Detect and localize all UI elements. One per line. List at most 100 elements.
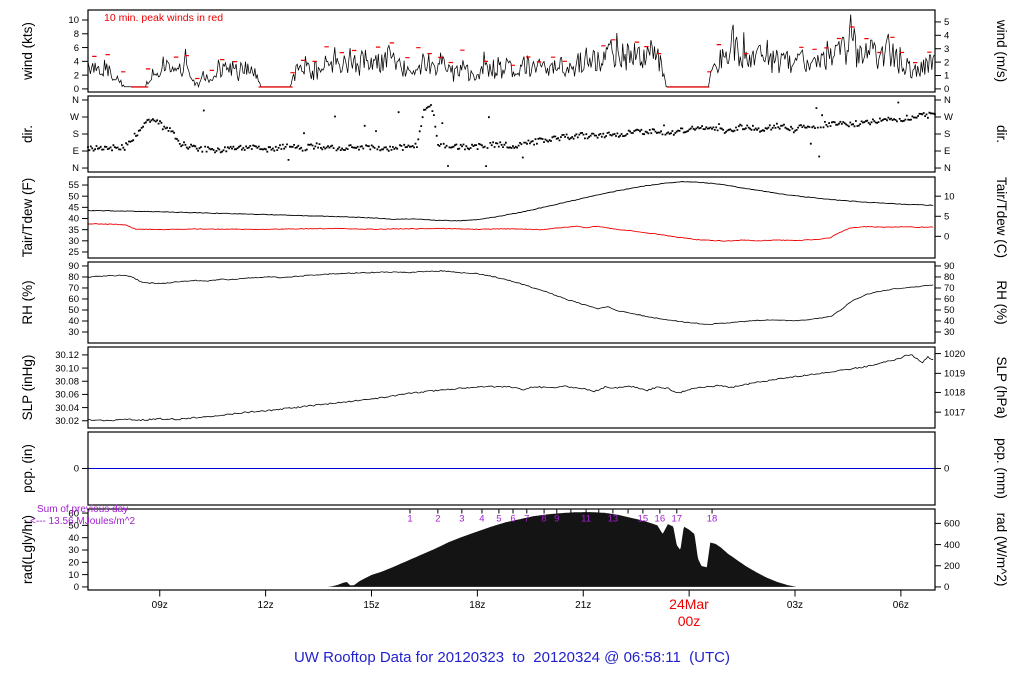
svg-text:60: 60 (68, 294, 79, 305)
svg-text:80: 80 (68, 272, 79, 283)
series-layer (87, 14, 936, 587)
series-direction (87, 101, 936, 167)
svg-text:0: 0 (74, 582, 79, 593)
svg-text:0: 0 (944, 464, 949, 475)
date-break-label: 24Mar 00z (649, 596, 729, 630)
svg-text:4: 4 (479, 514, 484, 525)
svg-text:600: 600 (944, 519, 960, 530)
svg-text:200: 200 (944, 561, 960, 572)
series-wind-peaks (92, 26, 932, 88)
mj-accumulation-markers: 1 2 3 4 5 6 7 8 9 11 13 15 16 17 18 (407, 509, 717, 525)
svg-text:30: 30 (68, 236, 79, 247)
svg-text:rad (W/m^2): rad (W/m^2) (994, 513, 1009, 587)
svg-text:10: 10 (68, 15, 79, 26)
svg-text:16: 16 (655, 514, 666, 525)
svg-text:pcp. (mm): pcp. (mm) (994, 438, 1009, 499)
svg-text:2: 2 (74, 70, 79, 81)
svg-text:RH (%): RH (%) (994, 280, 1009, 324)
svg-text:N: N (944, 163, 951, 174)
series-slp (88, 354, 934, 422)
x-axis: 09z 12z 15z 18z 21z 03z 06z (152, 590, 909, 611)
svg-text:Tair/Tdew (F): Tair/Tdew (F) (20, 178, 35, 258)
svg-text:15: 15 (638, 514, 649, 525)
panel-pcp: 0 0 pcp. (in) pcp. (mm) (20, 431, 1009, 506)
svg-text:1: 1 (944, 71, 949, 82)
svg-text:50: 50 (944, 305, 955, 316)
figure-title: UW Rooftop Data for 20120323 to 20120324… (293, 649, 731, 666)
svg-text:dir.: dir. (994, 125, 1009, 143)
date-break-day: 24Mar (669, 596, 709, 612)
svg-text:3: 3 (459, 514, 464, 525)
svg-text:12z: 12z (258, 600, 274, 611)
svg-text:40: 40 (68, 214, 79, 225)
svg-text:N: N (72, 163, 79, 174)
svg-text:70: 70 (68, 283, 79, 294)
svg-text:80: 80 (944, 272, 955, 283)
svg-text:S: S (944, 129, 950, 140)
svg-text:0: 0 (74, 464, 79, 475)
svg-text:30.10: 30.10 (55, 363, 79, 374)
svg-text:5: 5 (944, 211, 949, 222)
svg-text:0: 0 (944, 232, 949, 243)
series-radiation (325, 512, 799, 587)
svg-text:7: 7 (524, 514, 529, 525)
svg-text:W: W (944, 112, 953, 123)
svg-text:4: 4 (74, 57, 79, 68)
svg-text:E: E (944, 146, 950, 157)
svg-text:2: 2 (944, 57, 949, 68)
svg-text:1018: 1018 (944, 388, 965, 399)
svg-text:15z: 15z (363, 600, 379, 611)
svg-text:30: 30 (944, 327, 955, 338)
svg-text:60: 60 (68, 508, 79, 519)
series-tair (87, 181, 934, 222)
svg-text:1017: 1017 (944, 407, 965, 418)
panel-wind: 0 2 4 6 8 10 0 1 2 3 4 5 wind (kts) wind (m/s) (20, 9, 1009, 95)
svg-text:55: 55 (68, 180, 79, 191)
svg-text:30: 30 (68, 327, 79, 338)
series-rh (87, 270, 934, 325)
svg-text:Tair/Tdew (C): Tair/Tdew (C) (994, 177, 1009, 258)
svg-text:25: 25 (68, 247, 79, 258)
svg-text:RH (%): RH (%) (20, 280, 35, 324)
panel-slp: 30.02 30.04 30.06 30.08 30.10 30.12 1017 1018 10… (20, 346, 1009, 429)
svg-text:3: 3 (944, 44, 949, 55)
svg-text:10: 10 (944, 191, 955, 202)
svg-text:11: 11 (581, 514, 591, 525)
svg-text:30.04: 30.04 (55, 403, 79, 414)
svg-text:1020: 1020 (944, 349, 965, 360)
svg-text:50: 50 (68, 305, 79, 316)
svg-text:40: 40 (944, 316, 955, 327)
svg-text:03z: 03z (787, 600, 803, 611)
svg-text:45: 45 (68, 203, 79, 214)
svg-text:18z: 18z (469, 600, 485, 611)
svg-text:40: 40 (68, 316, 79, 327)
svg-text:5: 5 (496, 514, 501, 525)
svg-text:6: 6 (510, 514, 515, 525)
svg-text:wind (kts): wind (kts) (20, 22, 35, 81)
svg-text:50: 50 (68, 191, 79, 202)
svg-text:9: 9 (554, 514, 559, 525)
svg-text:5: 5 (944, 17, 949, 28)
svg-text:50: 50 (68, 521, 79, 532)
svg-text:2: 2 (435, 514, 440, 525)
svg-text:60: 60 (944, 294, 955, 305)
svg-text:0: 0 (944, 582, 949, 593)
svg-text:8: 8 (541, 514, 546, 525)
svg-text:SLP (hPa): SLP (hPa) (994, 356, 1009, 418)
svg-text:09z: 09z (152, 600, 168, 611)
svg-text:20: 20 (68, 558, 79, 569)
svg-text:0: 0 (944, 84, 949, 95)
svg-text:30.06: 30.06 (55, 390, 79, 401)
svg-text:6: 6 (74, 43, 79, 54)
svg-text:90: 90 (68, 261, 79, 272)
svg-text:30.12: 30.12 (55, 350, 79, 361)
svg-text:70: 70 (944, 283, 955, 294)
svg-text:N: N (72, 95, 79, 106)
